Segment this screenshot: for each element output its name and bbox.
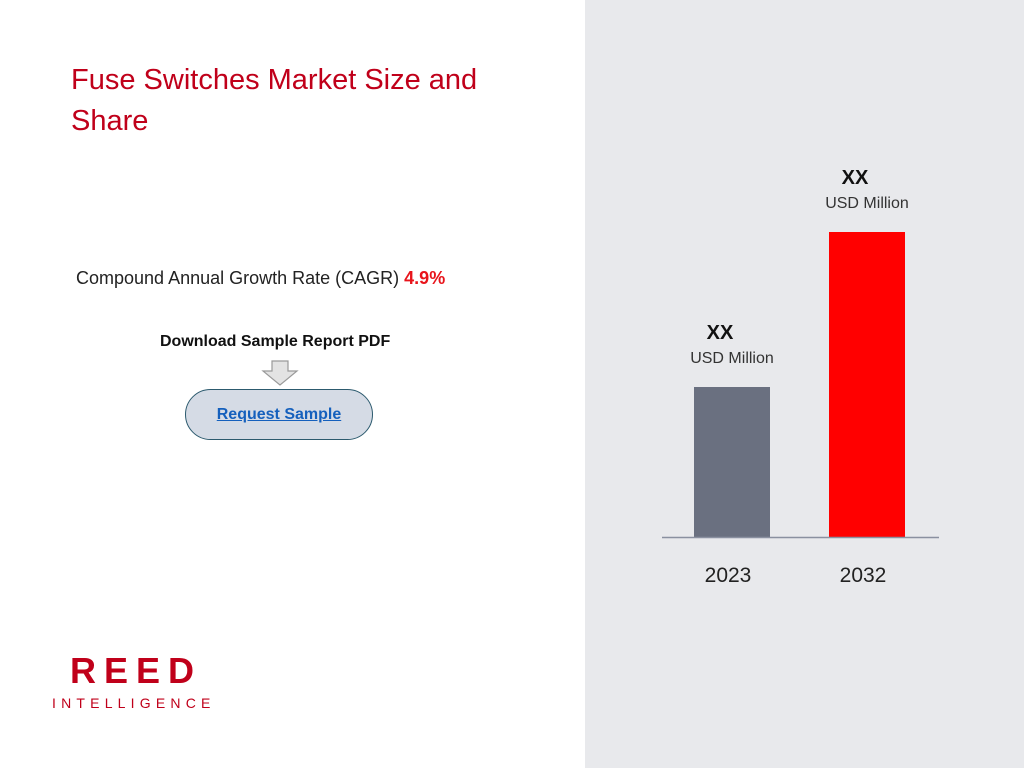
cagr-text: Compound Annual Growth Rate (CAGR) 4.9%: [76, 268, 445, 289]
bar-2023: [694, 387, 770, 537]
cagr-label: Compound Annual Growth Rate (CAGR): [76, 268, 400, 288]
chart-panel: [585, 0, 1024, 768]
bar-value-label: XX: [707, 322, 734, 344]
bar-2032: [829, 232, 905, 537]
bar-value-label: XX: [842, 167, 869, 189]
bar-unit-label: USD Million: [825, 195, 909, 212]
x-tick-label: 2032: [840, 564, 887, 587]
down-arrow-icon: [261, 360, 299, 386]
logo-main-text: REED: [70, 650, 203, 691]
logo-sub-text: INTELLIGENCE: [52, 695, 216, 711]
left-panel: [0, 0, 585, 768]
logo: REED INTELLIGENCE: [52, 652, 222, 713]
download-label: Download Sample Report PDF: [160, 333, 391, 350]
request-sample-link[interactable]: Request Sample: [216, 405, 342, 423]
x-tick-label: 2023: [705, 564, 752, 587]
cagr-value: 4.9%: [404, 268, 446, 288]
page-title: Fuse Switches Market Size and Share: [71, 64, 478, 137]
request-sample-button[interactable]: Request Sample: [185, 389, 373, 440]
bar-unit-label: USD Million: [690, 350, 774, 367]
